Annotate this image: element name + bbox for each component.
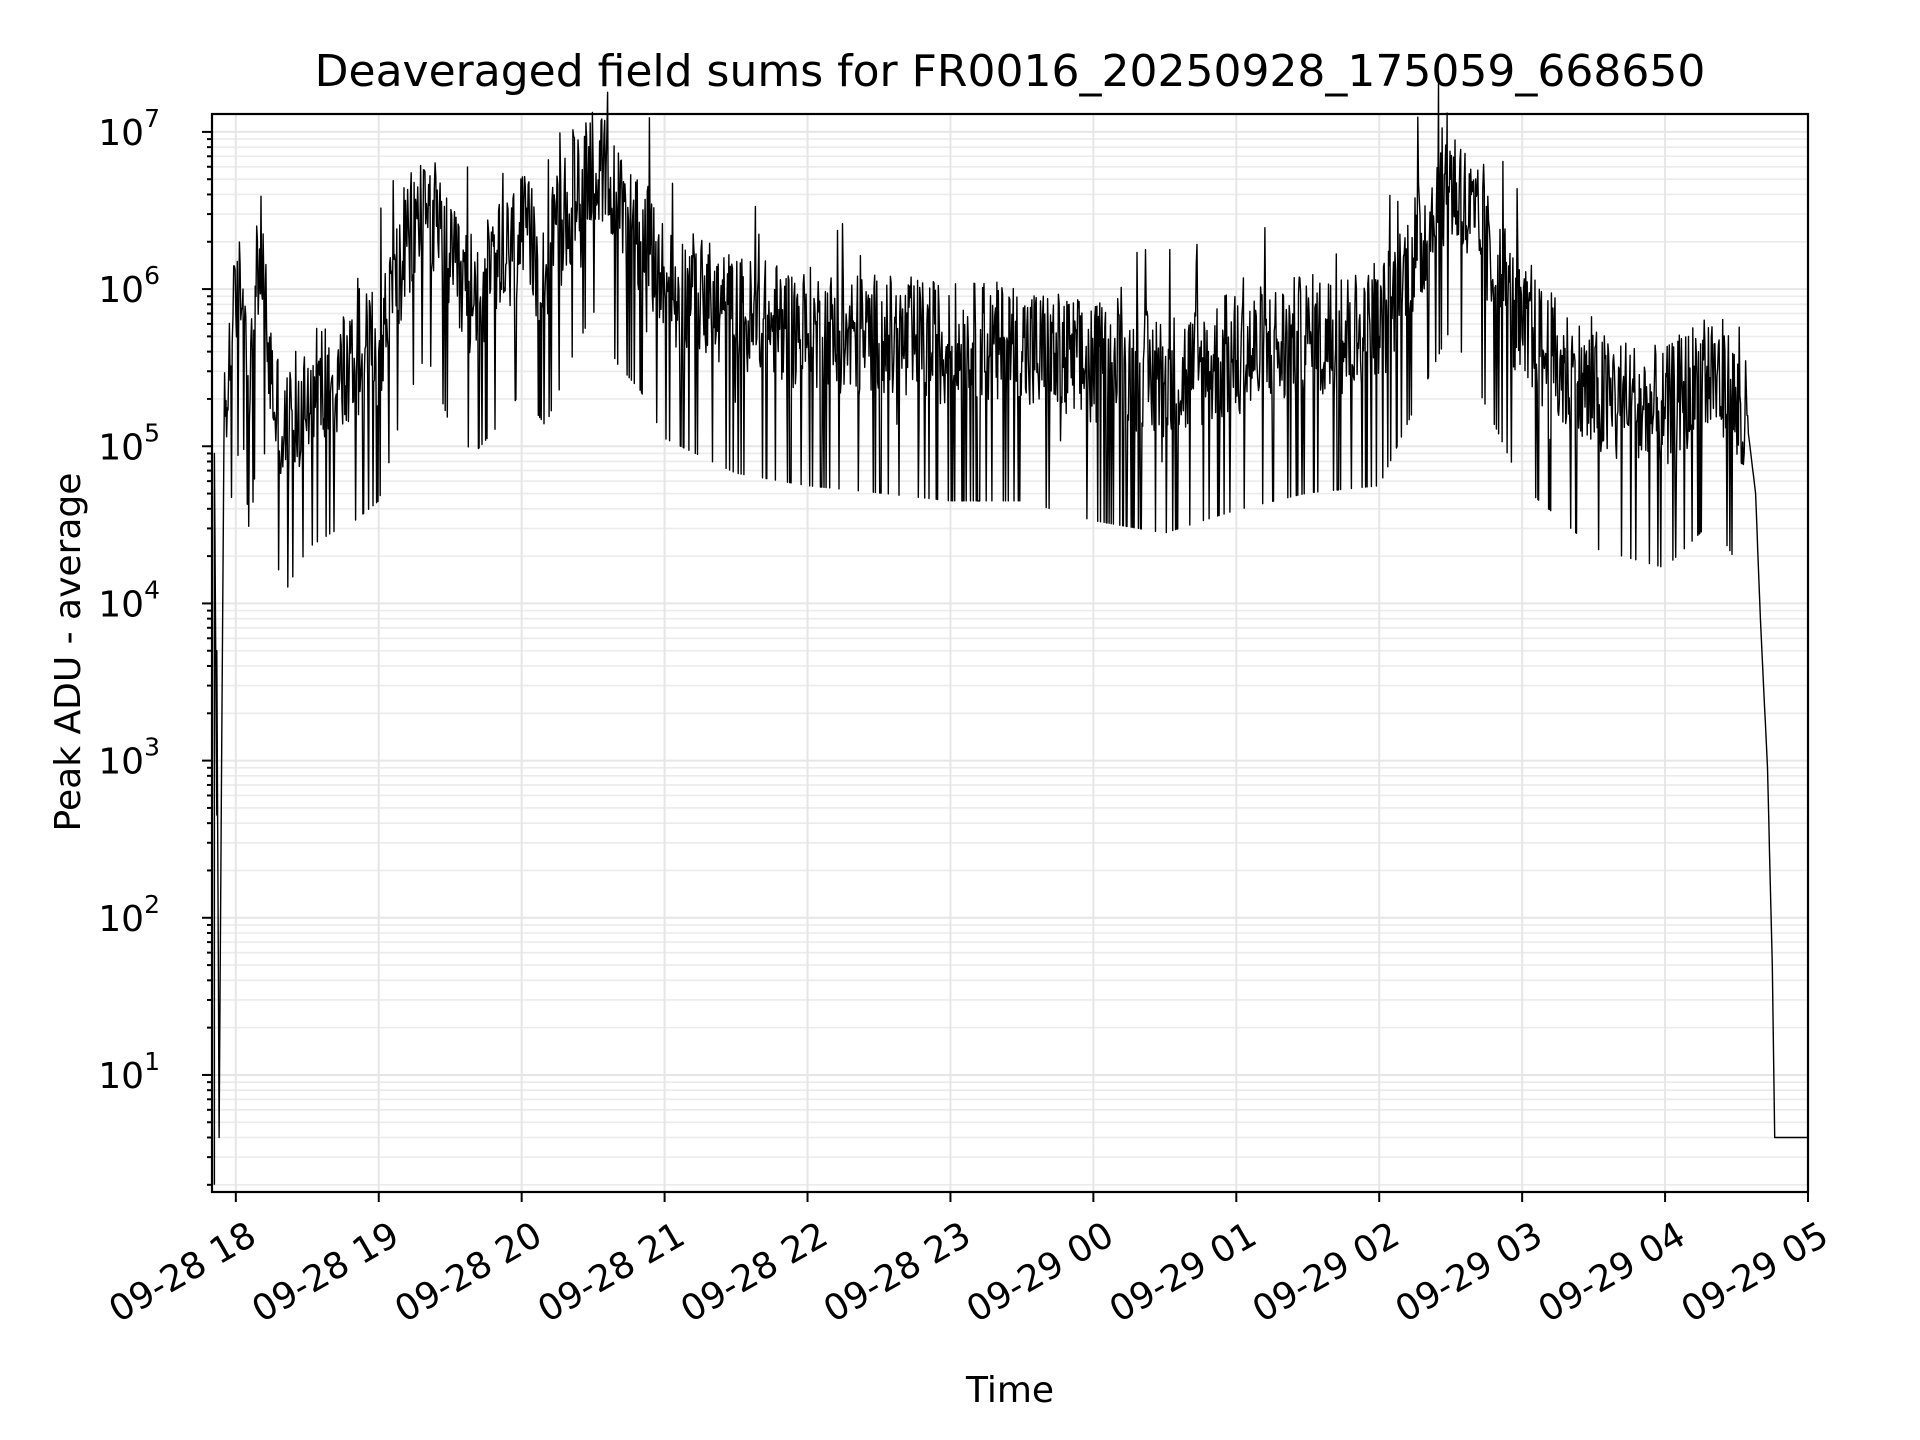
- y-tick-label: 101: [98, 1047, 160, 1097]
- x-tick-label: 09-29 03: [1389, 1214, 1550, 1330]
- x-tick-label: 09-28 21: [531, 1214, 692, 1330]
- plot-frame: [210, 112, 1810, 1194]
- x-tick-label: 09-28 18: [102, 1214, 263, 1330]
- x-tick-label: 09-29 05: [1675, 1214, 1836, 1330]
- x-tick-label: 09-29 02: [1246, 1214, 1407, 1330]
- x-axis-label: Time: [965, 1370, 1054, 1411]
- y-tick-label: 104: [98, 575, 160, 625]
- y-axis-label: Peak ADU - average: [48, 473, 89, 832]
- y-tick-label: 107: [98, 104, 160, 154]
- y-axis: 101 102 103 104 105 106 107: [98, 104, 212, 1186]
- x-tick-label: 09-29 04: [1532, 1214, 1693, 1330]
- y-tick-label: 103: [98, 733, 160, 783]
- x-tick-label: 09-28 20: [388, 1214, 549, 1330]
- series-line: [213, 82, 1808, 1185]
- x-tick-label: 09-28 19: [245, 1214, 406, 1330]
- x-tick-label: 09-29 01: [1103, 1214, 1264, 1330]
- y-tick-label: 105: [98, 418, 160, 468]
- grid: [212, 114, 1809, 1192]
- x-tick-label: 09-28 23: [817, 1214, 978, 1330]
- x-tick-label: 09-29 00: [960, 1214, 1121, 1330]
- chart-title: Deaveraged field sums for FR0016_2025092…: [315, 46, 1706, 97]
- y-tick-label: 106: [98, 261, 160, 311]
- x-tick-label: 09-28 22: [674, 1214, 835, 1330]
- y-tick-label: 102: [98, 890, 160, 940]
